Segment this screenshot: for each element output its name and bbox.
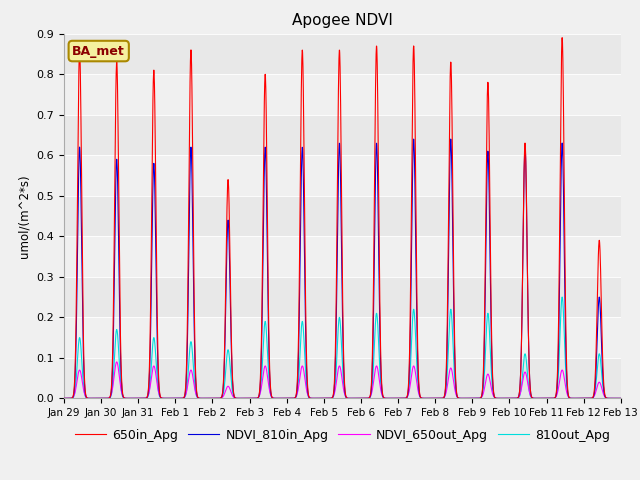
810out_Apg <box>124 396 131 401</box>
NDVI_650out_Apg <box>298 364 306 370</box>
Bar <box>64 155 621 196</box>
Bar <box>64 358 621 398</box>
NDVI_810in_Apg <box>274 396 282 401</box>
650in_Apg <box>274 396 282 401</box>
NDVI_810in_Apg <box>124 396 131 401</box>
650in_Apg <box>546 396 554 401</box>
Bar <box>64 236 621 277</box>
Y-axis label: umol/(m^2*s): umol/(m^2*s) <box>18 174 31 258</box>
Bar <box>64 317 621 358</box>
650in_Apg <box>157 394 164 400</box>
Line: 810out_Apg: 810out_Apg <box>64 297 621 398</box>
810out_Apg <box>546 396 554 401</box>
Bar <box>64 196 621 236</box>
NDVI_650out_Apg <box>157 395 164 400</box>
NDVI_810in_Apg <box>60 396 68 401</box>
810out_Apg <box>617 396 625 401</box>
NDVI_810in_Apg <box>157 395 164 400</box>
Legend: 650in_Apg, NDVI_810in_Apg, NDVI_650out_Apg, 810out_Apg: 650in_Apg, NDVI_810in_Apg, NDVI_650out_A… <box>70 424 615 447</box>
NDVI_650out_Apg <box>124 396 132 401</box>
650in_Apg <box>124 396 131 401</box>
NDVI_810in_Apg <box>617 396 625 401</box>
810out_Apg <box>274 396 282 401</box>
810out_Apg <box>60 396 68 401</box>
NDVI_650out_Apg <box>546 396 554 401</box>
650in_Apg <box>558 35 566 40</box>
NDVI_650out_Apg <box>606 396 614 401</box>
NDVI_650out_Apg <box>617 396 625 401</box>
NDVI_810in_Apg <box>606 396 614 401</box>
810out_Apg <box>157 395 164 401</box>
Text: BA_met: BA_met <box>72 45 125 58</box>
NDVI_810in_Apg <box>298 157 305 163</box>
650in_Apg <box>617 396 625 401</box>
Line: 650in_Apg: 650in_Apg <box>64 37 621 398</box>
Bar <box>64 74 621 115</box>
NDVI_650out_Apg <box>274 396 282 401</box>
NDVI_810in_Apg <box>546 396 554 401</box>
Line: NDVI_650out_Apg: NDVI_650out_Apg <box>64 362 621 398</box>
650in_Apg <box>298 65 305 71</box>
Bar <box>64 34 621 74</box>
NDVI_650out_Apg <box>113 359 120 365</box>
Line: NDVI_810in_Apg: NDVI_810in_Apg <box>64 139 621 398</box>
NDVI_650out_Apg <box>60 396 68 401</box>
650in_Apg <box>606 396 614 401</box>
810out_Apg <box>606 396 614 401</box>
Bar <box>64 115 621 155</box>
810out_Apg <box>298 322 305 328</box>
Bar <box>64 277 621 317</box>
650in_Apg <box>60 396 68 401</box>
Title: Apogee NDVI: Apogee NDVI <box>292 13 393 28</box>
810out_Apg <box>558 294 566 300</box>
NDVI_810in_Apg <box>447 136 454 142</box>
